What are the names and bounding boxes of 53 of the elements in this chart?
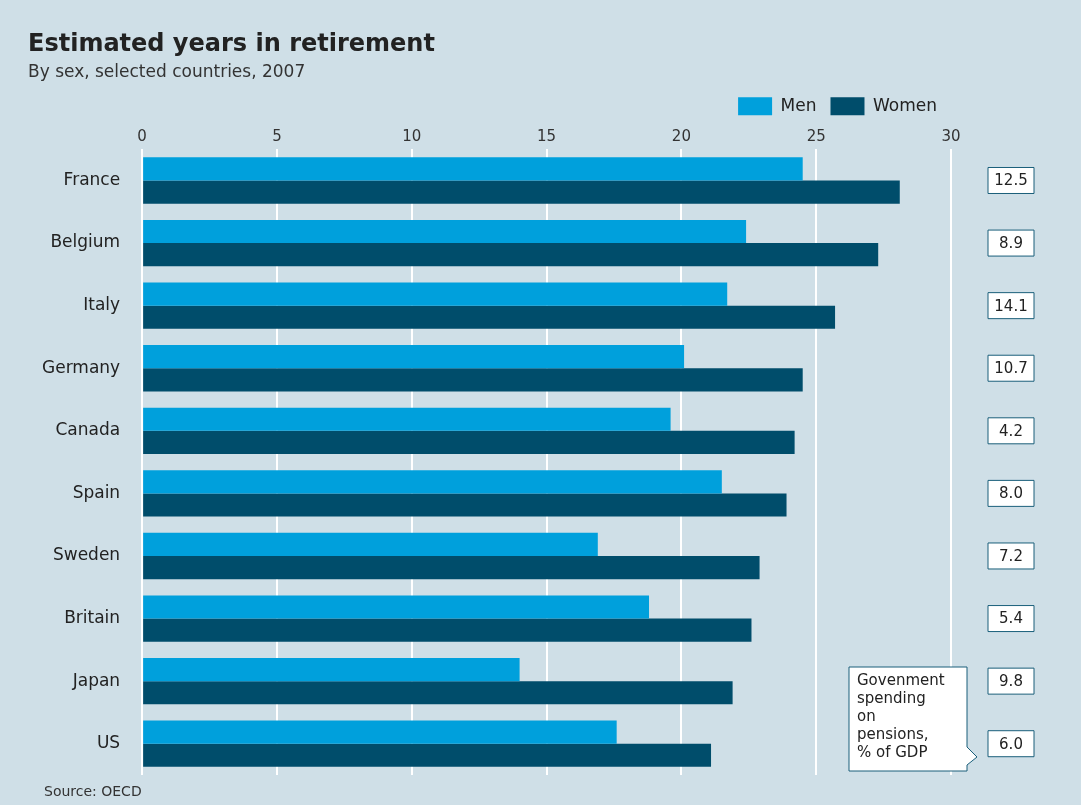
bar [143,157,803,181]
x-tick-label: 5 [272,127,282,146]
chart-subtitle: By sex, selected countries, 2007 [28,61,306,82]
bar [143,470,722,494]
bar [143,345,685,369]
legend-label: Women [872,94,938,115]
source-note: Source: OECD [44,782,142,799]
text: 8.9 [999,233,1023,252]
bar [143,368,803,392]
bar [143,657,520,682]
bar [143,407,671,431]
y-tick-label: US [96,732,121,753]
bar [143,430,795,454]
bar [143,493,787,517]
bar [143,180,900,204]
y-tick-label: Britain [64,606,121,627]
legend-label: Men [780,94,817,115]
bar [143,743,712,767]
annotation: Govenment spending on pensions, % of GDP [857,671,945,762]
text: 4.2 [999,421,1023,440]
bar [143,618,752,642]
y-tick-label: France [63,168,121,189]
chart-title: Estimated years in retirement [28,28,435,57]
x-tick-label: 0 [137,127,147,146]
x-tick-label: 10 [402,127,422,146]
text: 6.0 [999,734,1023,753]
x-tick-label: 15 [537,127,557,146]
y-tick-label: Canada [55,419,121,440]
text: 12.5 [994,171,1028,190]
y-tick-label: Japan [71,669,121,690]
bar [143,681,733,705]
x-tick-label: 25 [806,127,826,146]
bar [143,305,836,329]
bar [143,282,728,306]
y-tick-label: Spain [72,481,121,502]
y-tick-label: Italy [83,294,121,315]
text: 5.4 [999,609,1023,628]
y-tick-label: Belgium [50,231,121,252]
bar [143,555,760,580]
x-tick-label: 30 [941,127,961,146]
text: 14.1 [994,296,1028,315]
text: 10.7 [994,359,1028,378]
text: 7.2 [999,546,1023,565]
bar [143,219,747,244]
text: 8.0 [999,484,1023,503]
y-tick-label: Sweden [52,544,121,565]
x-tick-label: 20 [671,127,691,146]
bar [143,243,879,267]
bar [143,720,617,744]
text: 9.8 [999,672,1023,691]
y-tick-label: Germany [41,356,121,377]
bar [143,595,650,619]
bar [143,532,598,556]
